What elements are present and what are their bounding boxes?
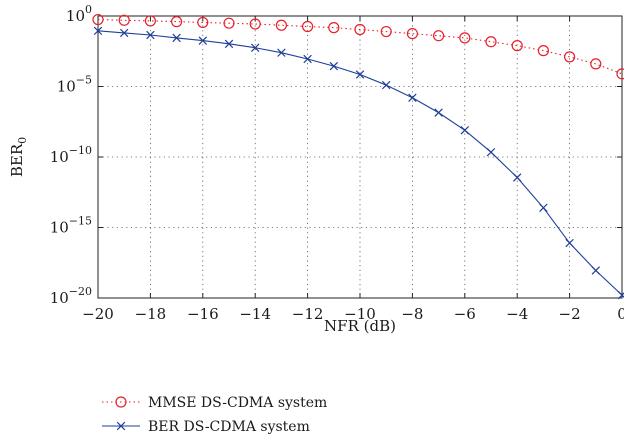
x-tick-label: −10: [344, 305, 376, 323]
data-point-circle: [406, 28, 418, 40]
data-point-circle: [433, 30, 445, 42]
y-tick-base: 10: [50, 148, 69, 166]
data-point-x: [277, 48, 286, 57]
data-point-x: [486, 147, 496, 157]
x-tick-label: −6: [454, 305, 476, 323]
data-point-circle: [537, 45, 550, 57]
data-point-circle: [223, 17, 235, 29]
data-point-circle: [354, 23, 366, 36]
data-point-circle: [249, 18, 261, 30]
x-tick-label: −16: [187, 305, 219, 323]
data-point-circle: [485, 36, 497, 48]
data-point-circle: [328, 22, 340, 34]
data-point-x: [146, 30, 155, 40]
x-tick-label: 0: [617, 305, 624, 323]
data-point-x: [93, 26, 103, 36]
data-point-circle: [302, 20, 314, 33]
data-point-x: [381, 80, 391, 90]
x-tick-label: −18: [135, 305, 167, 323]
legend-label: BER DS-CDMA system: [148, 419, 310, 435]
y-axis-label-main: BER: [8, 143, 26, 177]
data-point-circle: [171, 16, 183, 28]
data-point-x: [119, 28, 129, 38]
x-tick-label: −4: [506, 305, 528, 323]
y-tick-exponent: 0: [85, 3, 92, 16]
y-axis-label-subscript: 0: [16, 137, 29, 144]
data-point-x: [460, 126, 470, 135]
x-axis-label: NFR (dB): [324, 317, 396, 335]
data-point-x: [434, 108, 443, 117]
series-line: [97, 30, 623, 296]
x-tick-label: −8: [401, 305, 423, 323]
data-point-x: [355, 70, 365, 79]
series-layer: [92, 13, 624, 300]
x-tick-label: −20: [82, 305, 114, 323]
data-point-circle: [118, 14, 130, 26]
x-tick-labels: −20 −18 −16 −14 −12 −10 −8 −6 −4 −2 0: [82, 305, 624, 323]
data-point-circle: [380, 25, 392, 38]
legend: MMSE DS-CDMA system BER DS-CDMA system: [102, 395, 327, 435]
y-tick-label: 10−5: [57, 74, 92, 96]
y-tick-base: 10: [57, 78, 76, 96]
legend-marker-circle: [115, 396, 127, 408]
data-point-x: [539, 203, 548, 213]
legend-label: MMSE DS-CDMA system: [148, 395, 327, 411]
y-tick-base: 10: [50, 289, 69, 307]
series-line: [97, 19, 623, 75]
y-tick-exponent: −10: [69, 144, 92, 157]
data-point-circle: [511, 40, 523, 52]
data-point-x: [250, 43, 260, 52]
y-tick-exponent: −15: [69, 215, 92, 228]
data-point-circle: [459, 32, 471, 44]
data-point-x: [512, 173, 522, 182]
data-point-x: [198, 36, 208, 45]
legend-item-mmse: MMSE DS-CDMA system: [102, 395, 327, 411]
data-point-x: [224, 39, 234, 49]
series-mmse: [92, 13, 624, 80]
legend-marker-x: [116, 421, 126, 431]
y-tick-exponent: −5: [76, 74, 92, 87]
data-point-x: [172, 33, 181, 43]
data-point-x: [408, 93, 417, 102]
x-tick-label: −2: [559, 305, 581, 323]
y-tick-label: 10−10: [50, 144, 92, 166]
y-tick-exponent: −20: [69, 285, 92, 298]
data-point-x: [617, 290, 624, 300]
data-point-circle: [197, 16, 209, 29]
x-tick-label: −14: [239, 305, 271, 323]
y-tick-label: 10−20: [50, 285, 92, 307]
y-axis-label: BER0: [8, 137, 29, 177]
y-tick-base: 10: [50, 219, 69, 237]
data-point-circle: [563, 51, 576, 63]
legend-item-ber: BER DS-CDMA system: [102, 419, 310, 435]
data-point-circle: [275, 19, 287, 31]
grid: [98, 16, 622, 298]
data-point-x: [591, 266, 601, 275]
data-point-circle: [144, 15, 156, 27]
y-tick-label: 10−15: [50, 215, 92, 237]
y-tick-label: 100: [66, 3, 92, 25]
y-tick-base: 10: [66, 7, 85, 25]
data-point-x: [329, 61, 339, 71]
tick-marks: [97, 15, 623, 299]
data-point-circle: [616, 68, 624, 80]
x-tick-label: −12: [292, 305, 324, 323]
data-point-circle: [92, 13, 104, 26]
data-point-circle: [590, 58, 602, 70]
data-point-x: [303, 54, 312, 64]
data-point-x: [565, 238, 574, 248]
series-ber: [93, 26, 624, 300]
